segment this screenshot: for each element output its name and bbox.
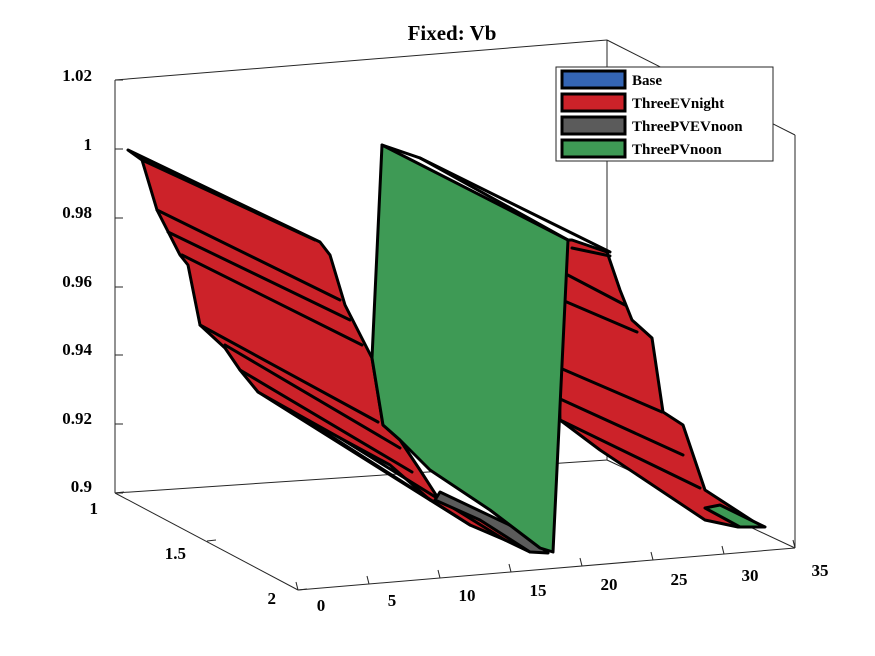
z-tick-label: 1.02: [62, 66, 92, 85]
x-tick-label: 5: [388, 591, 397, 610]
x-tick-label: 10: [459, 586, 476, 605]
z-tick-label: 0.98: [62, 203, 92, 222]
ridge-line: [560, 298, 639, 334]
ridge-line: [155, 208, 342, 302]
legend-item-threepvnoon: ThreePVnoon: [560, 138, 722, 159]
legend-swatch: [560, 69, 627, 90]
z-tick-label: 1: [84, 135, 93, 154]
ridge-line: [288, 408, 472, 527]
x-tick-label: 20: [601, 575, 618, 594]
y-tick-label: 1.5: [165, 544, 186, 563]
z-tick-label: 0.94: [62, 340, 92, 359]
x-tick-marks: [295, 539, 796, 591]
ridge-line: [558, 418, 702, 490]
z-tick-label: 0.96: [62, 272, 92, 291]
ridge-line: [560, 270, 627, 307]
y-tick-marks: [114, 491, 308, 591]
y-tick-label: 1: [90, 499, 99, 518]
legend-item-base: Base: [560, 69, 662, 90]
ridge-line: [140, 158, 317, 242]
y-axis-line: [114, 492, 299, 591]
ridge-line: [180, 253, 364, 347]
y-tick-label: 2: [268, 589, 277, 608]
y-tick-labels: 1 1.5 2: [90, 499, 277, 608]
legend: Base ThreeEVnight ThreePVEVnoon ThreePVn…: [555, 66, 774, 162]
x-tick-label: 15: [530, 581, 547, 600]
surface-series: [126, 143, 767, 555]
x-tick-label: 35: [812, 561, 829, 580]
x-tick-labels: 0 5 10 15 20 25 30 35: [317, 561, 829, 615]
surface-threepvnoon-tip: [703, 503, 767, 529]
ridge-line: [556, 396, 685, 457]
legend-label: ThreePVEVnoon: [632, 119, 743, 135]
ridge-line: [166, 230, 352, 322]
ridge-line: [570, 246, 612, 258]
legend-swatch: [560, 92, 627, 113]
chart-title: Fixed: Vb: [408, 21, 497, 45]
ridge-line: [338, 436, 507, 542]
ridge-line: [223, 343, 402, 450]
legend-item-threepvevnoon: ThreePVEVnoon: [560, 115, 743, 136]
z-tick-labels: 0.9 0.92 0.94 0.96 0.98 1 1.02: [62, 66, 92, 496]
z-tick-label: 0.9: [71, 477, 92, 496]
x-axis-line: [297, 547, 796, 591]
legend-label: ThreeEVnight: [632, 96, 724, 112]
x-tick-label: 25: [671, 570, 688, 589]
legend-label: ThreePVnoon: [632, 142, 722, 158]
legend-swatch: [560, 138, 627, 159]
ridge-line: [198, 323, 380, 424]
surface-threepvnoon: [370, 143, 570, 554]
ridge-line: [558, 366, 664, 414]
x-tick-label: 30: [742, 566, 759, 585]
x-tick-label: 0: [317, 596, 326, 615]
ridge-line: [418, 156, 612, 254]
legend-label: Base: [632, 73, 662, 89]
legend-swatch: [560, 115, 627, 136]
z-tick-marks: [115, 79, 123, 494]
legend-item-threeevnight: ThreeEVnight: [560, 92, 724, 113]
z-tick-label: 0.92: [62, 409, 92, 428]
ridge-line: [238, 368, 414, 474]
back-top-line: [114, 39, 608, 81]
